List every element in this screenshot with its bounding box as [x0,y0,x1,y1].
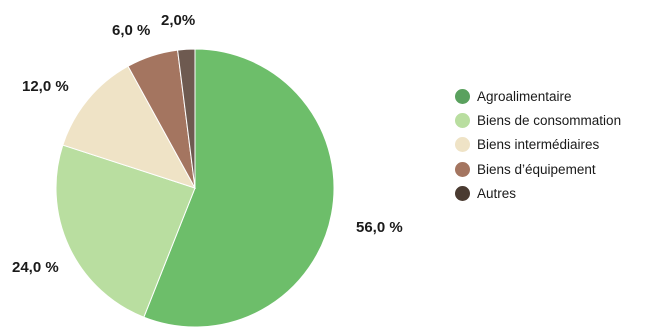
slice-value-label-1: 56,0 % [356,219,403,236]
legend-label: Biens intermédiaires [477,137,600,153]
slice-value-label-2: 24,0 % [12,259,59,276]
legend: Agroalimentaire Biens de consommation Bien… [455,84,621,205]
legend-swatch [455,112,470,128]
legend-label: Agroalimentaire [477,88,572,104]
pie-slice-5 [177,48,196,189]
pie-slice-3 [62,65,197,189]
legend-item: Biens de consommation [455,108,621,132]
slice-value-label-4: 6,0 % [112,22,150,39]
pie-slice-2 [55,144,196,318]
legend-label: Biens de consommation [477,112,622,128]
legend-item: Autres [455,181,621,205]
pie-slice-1 [143,48,335,328]
legend-swatch [455,161,470,177]
legend-swatch [455,137,470,153]
legend-swatch [455,88,470,104]
legend-swatch [455,185,470,201]
slice-value-label-3: 12,0 % [22,78,69,95]
legend-item: Biens intermédiaires [455,133,621,157]
legend-label: Autres [477,185,517,201]
legend-item: Agroalimentaire [455,84,621,108]
legend-item: Biens d’équipement [455,157,621,181]
slice-value-label-5: 2,0% [161,12,195,29]
legend-label: Biens d’équipement [477,161,596,177]
